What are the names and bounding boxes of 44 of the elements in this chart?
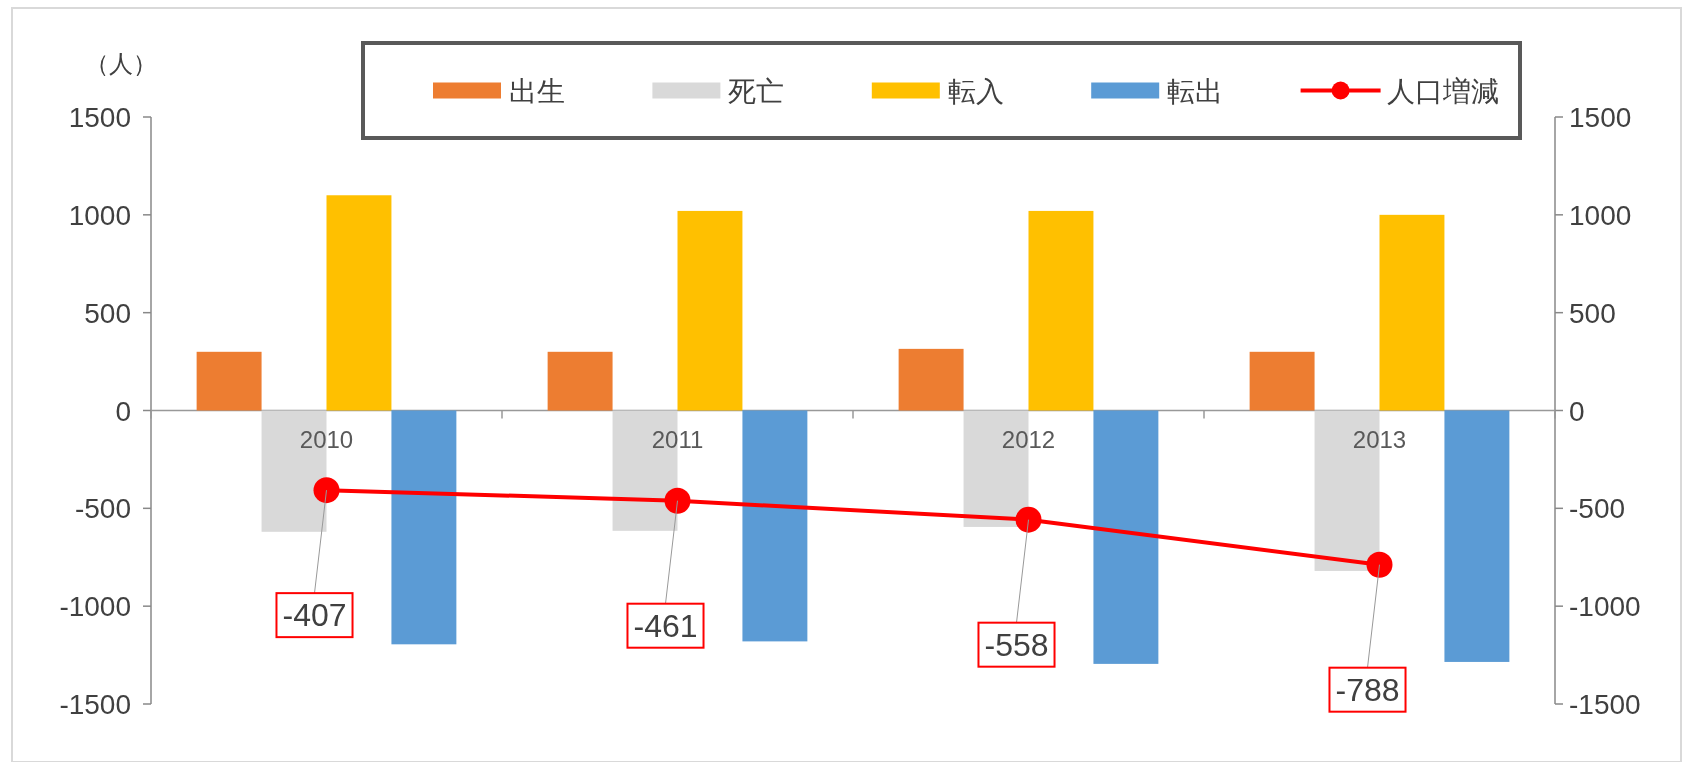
y-tick-label: 1500 [68, 102, 131, 133]
bar [1093, 410, 1159, 664]
data-label: -558 [984, 626, 1049, 663]
bar [326, 195, 392, 411]
bar [898, 348, 964, 411]
bar [1028, 210, 1094, 411]
bar [1249, 351, 1315, 411]
y2-tick-label: -500 [1569, 493, 1626, 525]
point [1366, 551, 1393, 578]
x-tick-label: 2013 [1352, 425, 1407, 453]
legend-label: 転入 [947, 75, 1004, 107]
legend-label: 人口増減 [1386, 75, 1499, 107]
y-tick-label: 1000 [68, 199, 131, 231]
point [664, 487, 691, 514]
y2-tick-label: 500 [1569, 297, 1616, 329]
y2-tick-label: 1000 [1569, 199, 1632, 231]
y-tick-label: -500 [74, 493, 131, 525]
y-tick-label: 500 [84, 297, 131, 329]
legend-label: 転出 [1167, 75, 1224, 107]
bar [1379, 214, 1445, 411]
x-tick-label: 2011 [651, 425, 704, 453]
data-label: -407 [282, 597, 347, 634]
bar [196, 351, 262, 411]
bar [677, 210, 743, 411]
y-tick-label: 0 [115, 395, 131, 427]
y2-tick-label: -1500 [1569, 689, 1641, 720]
x-tick-label: 2012 [1001, 425, 1056, 453]
bar [547, 351, 613, 411]
legend-label: 死亡 [728, 75, 785, 107]
data-label: -461 [633, 607, 698, 644]
y-axis-title: （人） [85, 50, 157, 77]
y-tick-label: -1000 [59, 591, 131, 623]
x-tick-label: 2010 [299, 425, 354, 453]
bar [391, 410, 457, 645]
y2-tick-label: 1500 [1569, 102, 1632, 133]
y2-tick-label: -1000 [1569, 591, 1641, 623]
y-tick-label: -1500 [59, 689, 131, 720]
legend-label: 出生 [509, 75, 565, 107]
bar [742, 410, 808, 642]
point [1015, 506, 1042, 533]
bar [1444, 410, 1510, 662]
data-label: -788 [1335, 671, 1400, 708]
y2-tick-label: 0 [1569, 395, 1585, 427]
point [313, 477, 340, 504]
